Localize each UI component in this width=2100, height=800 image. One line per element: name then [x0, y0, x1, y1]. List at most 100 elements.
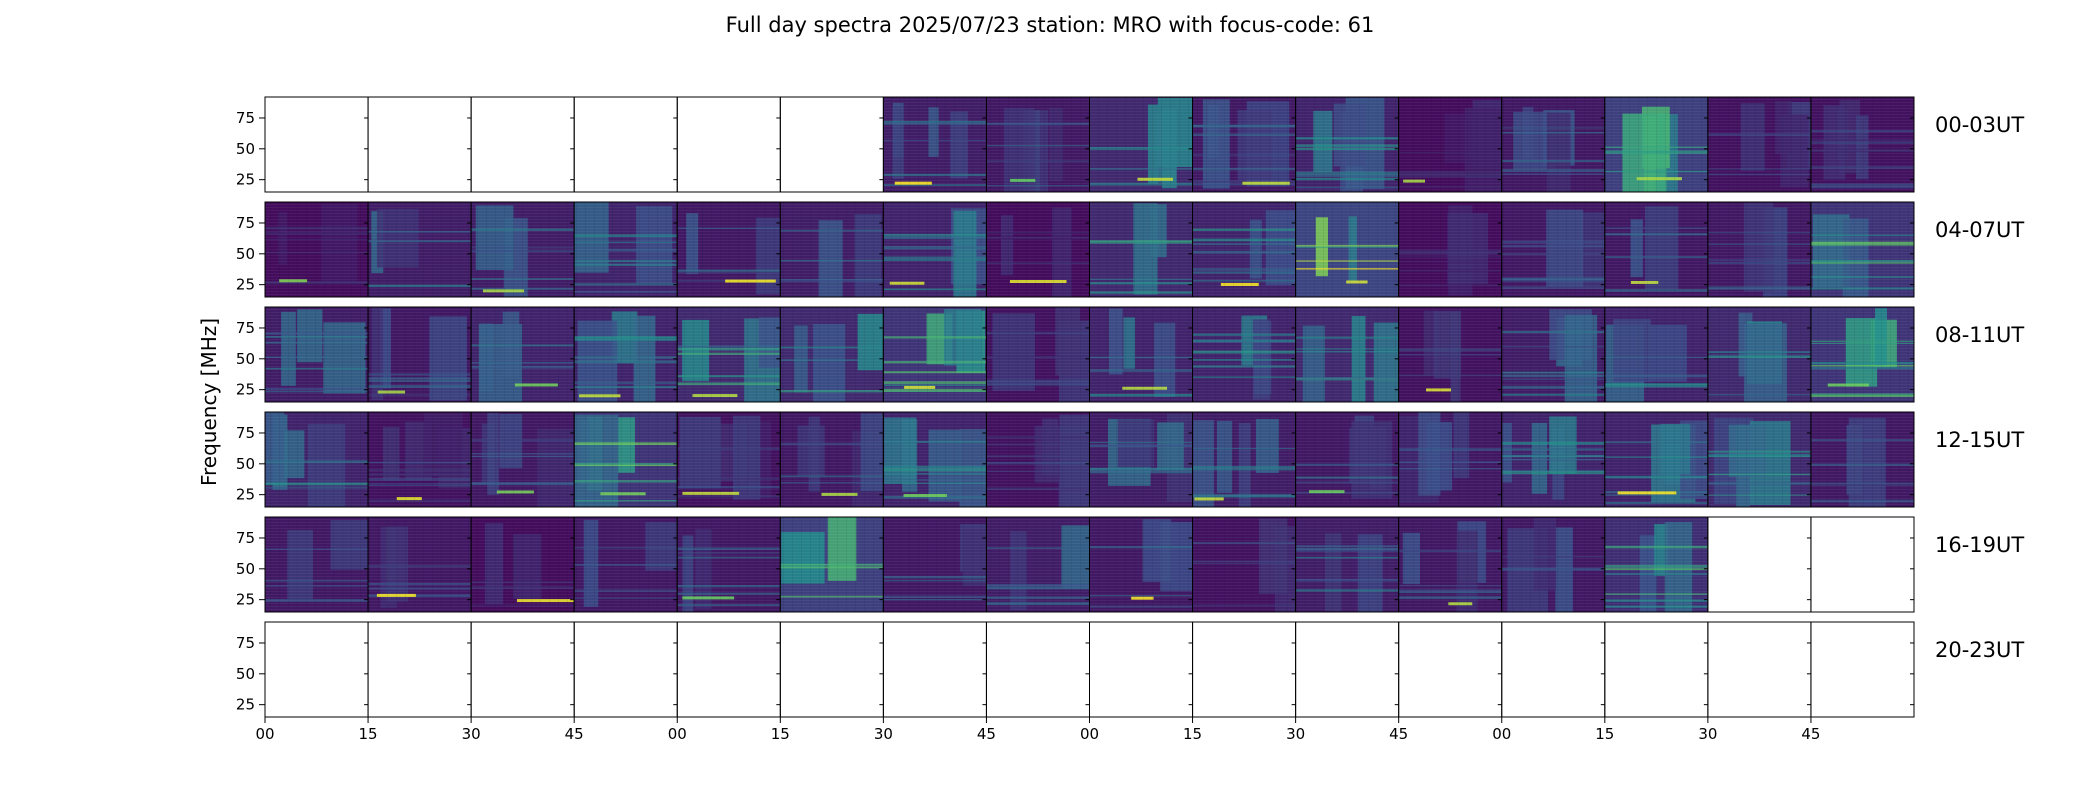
spectrum-panel: [1089, 96, 1194, 193]
spectrum-panel: [264, 411, 369, 508]
spectrum-panel: [264, 516, 369, 613]
panel-border: [779, 96, 884, 193]
panel-border: [1295, 621, 1400, 718]
time-texture: [1604, 202, 1708, 297]
spectrum-panel: [264, 96, 369, 193]
spectrum-panel: [985, 201, 1090, 298]
row-00-03UT: 75 50 25 00-03UT: [236, 96, 2024, 193]
x-tick-label: 00: [1080, 725, 1099, 743]
time-texture: [1192, 307, 1296, 402]
spectrum-panel: [1398, 201, 1503, 298]
spectrum-panel: [676, 96, 781, 193]
spectrum-panel: [470, 96, 575, 193]
time-texture: [1501, 202, 1605, 297]
panel-border: [1810, 96, 1915, 193]
time-texture: [1192, 517, 1296, 612]
spectrum-panel: [367, 201, 472, 298]
spectrum-panel: [882, 96, 987, 193]
panel-border: [1089, 621, 1194, 718]
spectrum-panel: [470, 516, 578, 613]
time-texture: [1295, 307, 1399, 402]
chart-title: Full day spectra 2025/07/23 station: MRO…: [726, 13, 1375, 37]
spectrum-panel: [779, 201, 884, 298]
spectrum-panel: [1604, 96, 1709, 193]
panel-border: [470, 621, 575, 718]
x-tick-label: 15: [1595, 725, 1614, 743]
spectrum-panel: [779, 621, 884, 718]
spectrum-panel: [1295, 516, 1400, 613]
spectrum-panel: [1192, 621, 1297, 718]
y-tick-label: 50: [236, 245, 255, 263]
time-texture: [1501, 307, 1605, 402]
y-tick-label: 75: [236, 109, 255, 127]
spectrum-panel: [264, 621, 369, 718]
spectrum-panel: [1089, 516, 1194, 613]
time-texture: [1089, 97, 1193, 192]
spectrum-panel: [676, 621, 781, 718]
spectrum-panel: [985, 516, 1090, 613]
spectrum-panel: [1604, 306, 1709, 403]
time-texture: [1810, 412, 1914, 507]
y-tick-label: 25: [236, 171, 255, 189]
spectrum-panel: [676, 201, 781, 298]
spectrum-panel: [264, 306, 369, 403]
time-texture: [265, 517, 369, 612]
time-texture: [574, 307, 678, 402]
y-tick-label: 25: [236, 591, 255, 609]
time-texture: [1604, 517, 1708, 612]
panel-border: [1810, 201, 1915, 298]
x-tick-label: 45: [1389, 725, 1408, 743]
spectrum-panel: [573, 516, 678, 613]
time-texture: [265, 307, 369, 402]
y-axis-label: Frequency [MHz]: [197, 318, 221, 486]
time-texture: [1707, 97, 1811, 192]
spectrum-panel: [1707, 96, 1812, 193]
spectrum-panel: [1501, 411, 1606, 508]
time-texture: [1707, 202, 1811, 297]
time-texture: [1501, 517, 1605, 612]
time-texture: [883, 97, 987, 192]
time-texture: [780, 202, 884, 297]
time-texture: [1810, 97, 1914, 192]
time-texture: [677, 202, 781, 297]
row-label: 20-23UT: [1935, 638, 2024, 662]
panel-border: [1810, 306, 1915, 403]
spectrum-panel: [1810, 96, 1915, 193]
time-texture: [1810, 307, 1914, 402]
time-texture: [1604, 307, 1708, 402]
time-texture: [1192, 97, 1296, 192]
time-texture: [1398, 307, 1502, 402]
spectrum-panel: [1604, 516, 1709, 613]
time-texture: [1810, 202, 1914, 297]
row-label: 12-15UT: [1935, 428, 2024, 452]
spectrum-panel: [1295, 201, 1400, 298]
spectrum-panel: [367, 516, 472, 613]
time-texture: [1501, 97, 1605, 192]
spectrum-panel: [470, 411, 575, 508]
row-label: 16-19UT: [1935, 533, 2024, 557]
spectra-grid: 75502500-03UT75502504-07UT75502508-11UT7…: [236, 96, 2024, 743]
time-texture: [471, 517, 575, 612]
spectrum-panel: [985, 621, 1090, 718]
panel-border: [264, 96, 369, 193]
spectrum-panel: [470, 621, 575, 718]
x-tick-label: 00: [255, 725, 274, 743]
spectrum-panel: [779, 306, 884, 403]
spectrum-panel: [367, 411, 472, 508]
spectrum-panel: [1192, 306, 1297, 403]
spectrum-panel: [1295, 621, 1400, 718]
time-texture: [1089, 307, 1193, 402]
spectrum-panel: [1192, 411, 1297, 508]
spectrum-panel: [985, 411, 1090, 508]
panel-border: [779, 621, 884, 718]
spectrum-panel: [676, 516, 781, 613]
y-tick-label: 75: [236, 634, 255, 652]
y-tick-label: 50: [236, 560, 255, 578]
panel-border: [367, 621, 472, 718]
time-texture: [883, 202, 987, 297]
spectrum-panel: [367, 96, 472, 193]
panel-border: [264, 621, 369, 718]
time-texture: [1295, 97, 1399, 192]
spectrum-panel: [1089, 621, 1194, 718]
